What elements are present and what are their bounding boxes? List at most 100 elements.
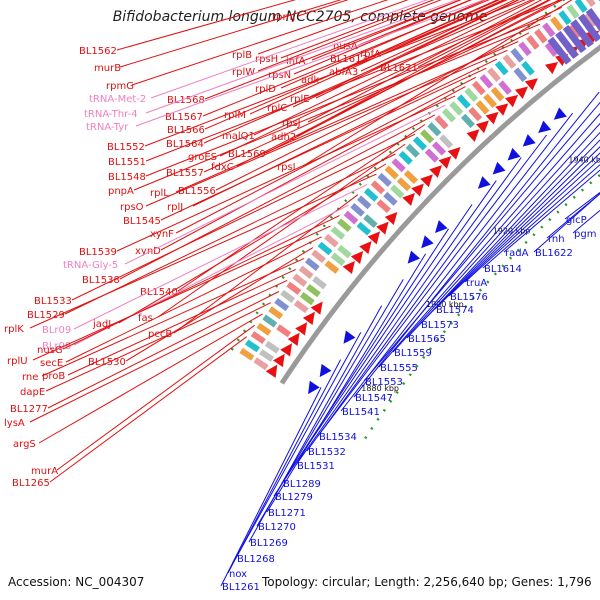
cog-block-outer <box>566 4 580 19</box>
cog-block-outer <box>502 54 517 69</box>
gene-label-forward: xynF <box>150 229 174 240</box>
cog-block-mid <box>312 276 327 290</box>
leader-line-forward <box>38 313 263 444</box>
leader-line-forward <box>417 0 550 68</box>
large-gene-block <box>585 8 600 37</box>
reverse-gene-arrow <box>407 250 421 264</box>
leader-line-forward <box>145 15 552 177</box>
gene-label-forward: tRNA-Thr-4 <box>84 109 138 120</box>
cog-block-outer <box>350 203 365 217</box>
cog-block-mid <box>259 349 275 362</box>
cog-block-mid <box>383 191 398 206</box>
gene-label-forward: rbfA <box>360 49 381 60</box>
leader-line-reverse <box>378 112 600 368</box>
genome-backbone <box>279 44 600 385</box>
cog-block-outer <box>510 47 524 63</box>
leader-line-forward <box>32 225 331 361</box>
gene-label-reverse: BL1261 <box>222 582 260 593</box>
leader-line-forward <box>157 143 406 318</box>
cog-block-outer <box>405 143 420 158</box>
gene-label-reverse: BL1271 <box>268 508 306 519</box>
gene-label-reverse: BL1555 <box>380 363 418 374</box>
reverse-gene-arrow <box>343 330 356 344</box>
leader-line-forward <box>385 0 508 54</box>
leader-line-forward <box>145 0 458 114</box>
gene-label-forward: BL1568 <box>167 95 205 106</box>
gene-label-reverse: BL1289 <box>283 479 321 490</box>
cog-block-mid <box>544 42 559 57</box>
leader-line-reverse <box>448 152 600 297</box>
gene-label-forward: fas <box>138 313 153 324</box>
reverse-gene-arrow <box>435 220 448 233</box>
leader-line-forward <box>160 86 466 251</box>
map-title: Bifidobacterium longum NCC2705, complete… <box>112 9 488 25</box>
gene-label-forward: BL1567 <box>165 112 203 123</box>
leader-line-forward <box>150 0 428 99</box>
cog-block-outer <box>391 158 406 173</box>
cog-block-outer <box>487 67 501 82</box>
leader-line-reverse <box>295 180 497 466</box>
leader-line-forward <box>360 0 516 72</box>
leader-line-forward <box>45 279 288 392</box>
leader-line-forward <box>249 0 505 115</box>
cog-block-mid <box>431 141 447 156</box>
cog-block-outer <box>494 60 509 76</box>
cog-block-outer <box>434 115 449 130</box>
reverse-gene-arrow <box>421 235 434 249</box>
leader-line-forward <box>62 215 340 350</box>
genome-summary: Topology: circular; Length: 2,256,640 bp… <box>262 575 592 589</box>
cog-block-outer <box>449 101 464 116</box>
gene-label-reverse: BL1270 <box>258 522 296 533</box>
forward-gene-arrow <box>495 103 509 116</box>
gene-label-forward: BL1621 <box>380 63 418 74</box>
cog-block-outer <box>268 306 284 320</box>
leader-line-reverse <box>464 158 600 283</box>
cog-block-mid <box>403 169 419 185</box>
cog-block-mid <box>276 324 292 338</box>
cog-block-outer <box>286 281 302 295</box>
cog-block-outer <box>324 233 339 248</box>
gene-label-forward: rplW <box>232 67 255 78</box>
cog-block-outer <box>363 187 379 202</box>
feature-tracks <box>239 0 600 395</box>
forward-gene-arrow <box>295 322 308 336</box>
leader-line-forward <box>215 32 530 191</box>
leader-line-forward <box>367 0 501 59</box>
gene-label-reverse: glcP <box>566 215 587 226</box>
gene-label-forward: BL1545 <box>123 216 161 227</box>
gene-label-forward: rplB <box>232 50 252 61</box>
gene-label-forward: BL1538 <box>82 275 120 286</box>
leader-line-forward <box>253 0 536 136</box>
cog-block-mid <box>568 23 582 39</box>
gene-label-forward: nusG <box>37 345 63 356</box>
leader-line-forward <box>64 153 396 315</box>
gene-label-forward: BL1530 <box>88 357 126 368</box>
cog-block-outer <box>256 322 272 336</box>
forward-gene-arrow <box>272 353 285 368</box>
leader-line-reverse <box>406 131 600 339</box>
reverse-gene-arrow <box>553 107 567 120</box>
cog-block-outer <box>550 16 564 32</box>
forward-gene-arrow <box>376 221 389 235</box>
leader-line-reverse <box>434 146 600 310</box>
gene-label-reverse: BL1565 <box>408 334 446 345</box>
cog-block-outer <box>526 35 540 50</box>
cog-block-mid <box>376 199 391 214</box>
gene-label-forward: murB <box>94 63 121 74</box>
leader-line-forward <box>29 302 271 423</box>
leader-line-forward <box>204 0 462 100</box>
gene-label-forward: BL1562 <box>79 46 117 57</box>
leader-line-forward <box>219 0 551 157</box>
leader-line-forward <box>65 236 322 363</box>
gene-label-reverse: truA <box>466 278 487 289</box>
leader-line-reverse <box>317 134 547 437</box>
reverse-gene-arrow <box>477 176 491 189</box>
cog-block-mid <box>468 106 483 122</box>
reverse-gene-arrow <box>308 380 320 395</box>
cog-block-mid <box>521 60 535 76</box>
gene-label-forward: lysA <box>4 418 25 429</box>
leader-line-reverse <box>220 387 322 587</box>
inner-dotted-circle <box>230 0 566 351</box>
cog-block-outer <box>534 28 548 44</box>
